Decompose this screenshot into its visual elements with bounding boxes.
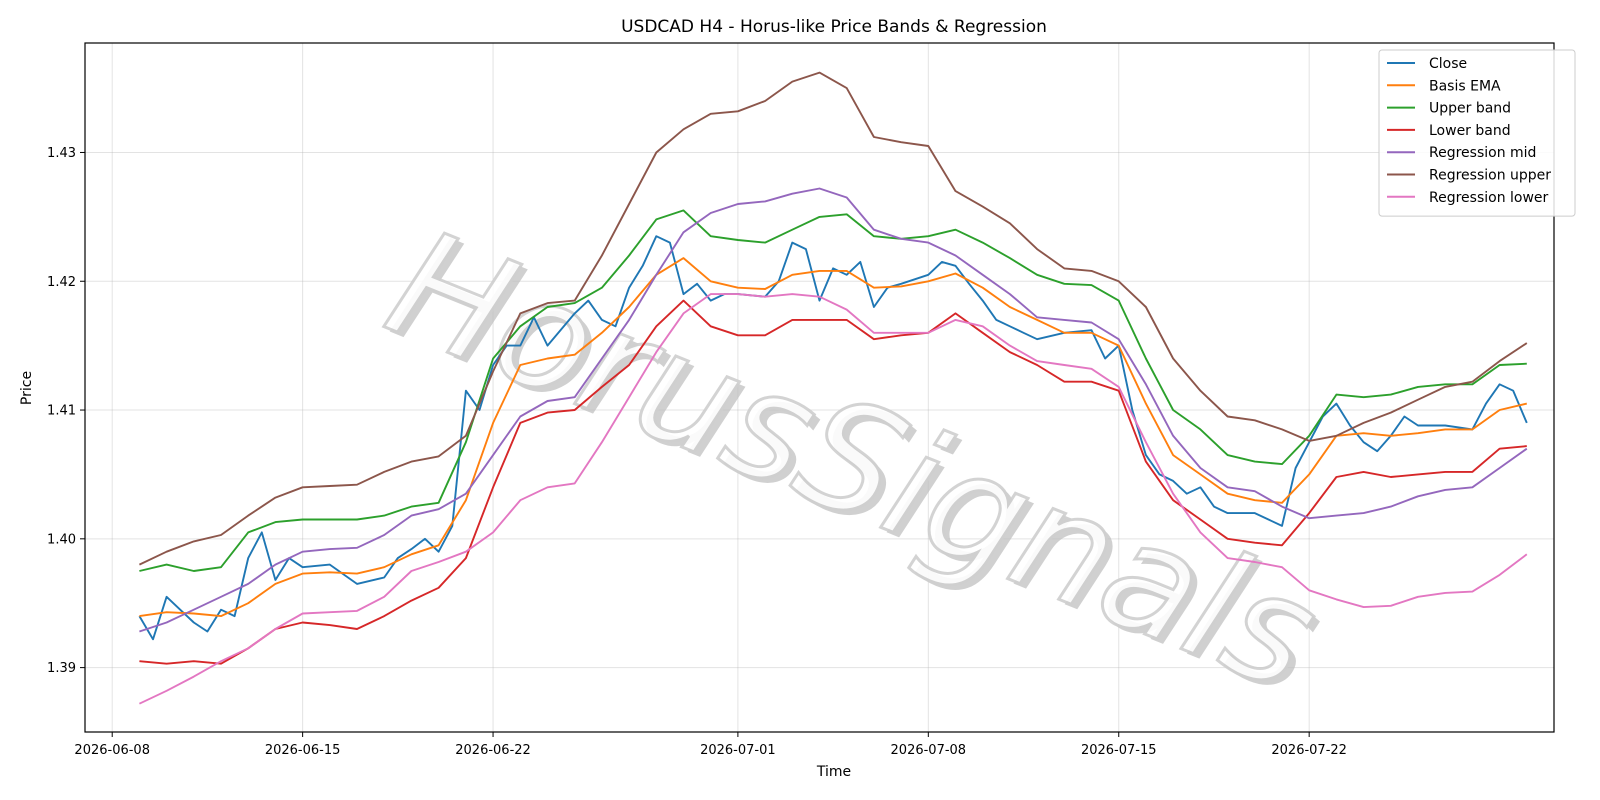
x-axis-label: Time <box>816 764 851 780</box>
legend-entry: Basis EMA <box>1387 78 1501 94</box>
series-line-lower-band <box>139 299 1527 665</box>
series-line-close <box>138 235 1528 641</box>
series-line-regression-mid <box>139 187 1528 633</box>
legend-entry: Lower band <box>1387 123 1511 139</box>
legend-entry: Regression upper <box>1387 168 1551 184</box>
grid <box>85 43 1554 732</box>
series-lines <box>138 71 1528 705</box>
legend-entry: Regression lower <box>1387 190 1549 206</box>
legend-label: Regression mid <box>1429 145 1536 161</box>
plot-frame <box>84 42 1555 733</box>
legend: Close Basis EMA Upper band Lower band Regres… <box>1378 49 1576 217</box>
legend-entry: Close <box>1387 56 1467 72</box>
legend-entry: Regression mid <box>1387 145 1536 161</box>
x-tick-label: 2026-06-15 <box>265 743 341 758</box>
y-axis-label: Price <box>19 371 35 405</box>
series-line-basis-ema <box>139 257 1528 618</box>
series-line-regression-lower <box>138 293 1528 705</box>
x-tick-label: 2026-07-15 <box>1081 743 1157 758</box>
x-tick-label: 2026-06-08 <box>74 743 150 758</box>
legend-box <box>1378 49 1576 217</box>
x-tick-label: 2026-06-22 <box>455 743 531 758</box>
y-tick-label: 1.43 <box>47 146 76 161</box>
legend-label: Upper band <box>1429 101 1511 117</box>
x-tick-label: 2026-07-22 <box>1271 743 1347 758</box>
series-line-upper-band <box>139 209 1527 572</box>
legend-label: Basis EMA <box>1429 78 1501 94</box>
legend-label: Regression upper <box>1429 168 1551 184</box>
series-line-regression-upper <box>138 71 1528 566</box>
y-tick-label: 1.40 <box>47 532 76 547</box>
y-axis-ticks: 1.39 1.40 1.41 1.42 1.43 <box>47 146 85 676</box>
chart-title: USDCAD H4 - Horus-like Price Bands & Reg… <box>621 17 1047 37</box>
legend-label: Close <box>1429 56 1467 72</box>
legend-label: Lower band <box>1429 123 1511 139</box>
x-tick-label: 2026-07-01 <box>700 743 776 758</box>
y-tick-label: 1.39 <box>47 661 76 676</box>
legend-label: Regression lower <box>1429 190 1549 206</box>
x-tick-label: 2026-07-08 <box>891 743 967 758</box>
y-tick-label: 1.42 <box>47 275 76 290</box>
x-axis-ticks: 2026-06-08 2026-06-15 2026-06-22 2026-07-01… <box>74 732 1347 758</box>
y-tick-label: 1.41 <box>47 404 76 419</box>
legend-entry: Upper band <box>1387 101 1511 117</box>
